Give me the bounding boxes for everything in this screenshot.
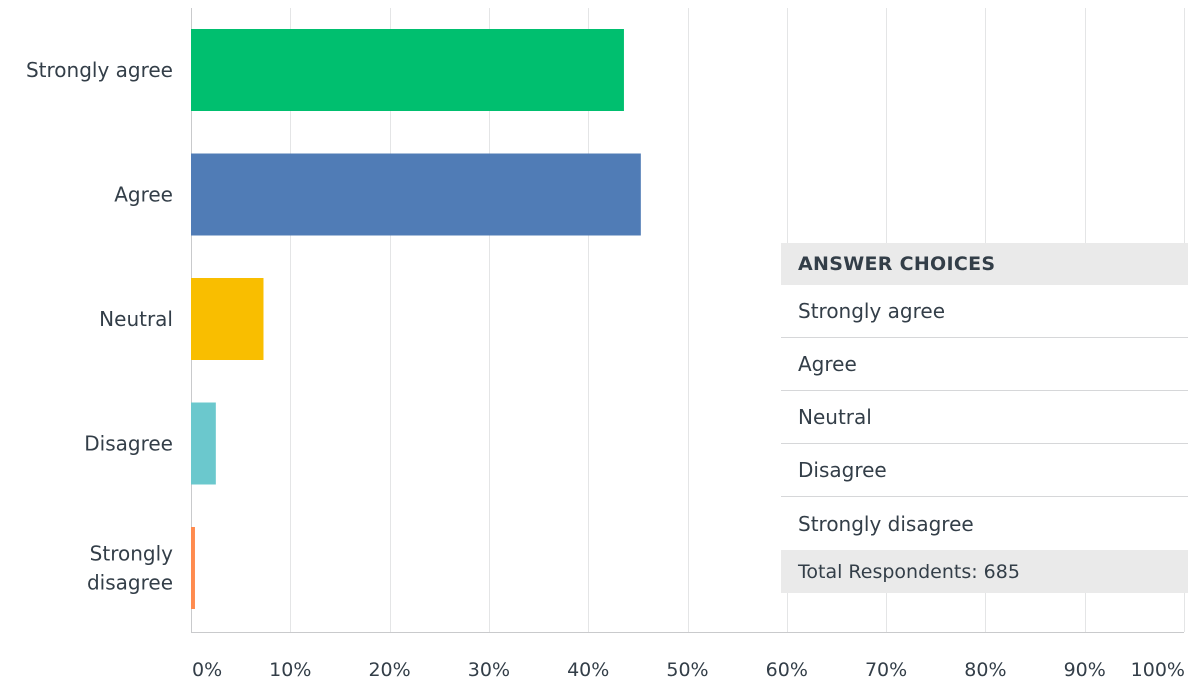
bar-strongly-agree [191,29,624,111]
x-tick-label: 70% [865,659,907,681]
category-label: Strongly agree [26,58,173,82]
total-respondents: Total Respondents: 685 [781,550,1188,593]
x-tick-labels: 0% 10% 20% 30% 40% 50% 60% 70% 80% 90% 100% [192,659,1185,681]
answer-choices-table: ANSWER CHOICES Strongly agree Agree Neut… [781,243,1188,593]
x-tick-label: 10% [269,659,311,681]
bar-disagree [191,402,216,485]
x-tick-label: 60% [766,659,808,681]
answer-row-strongly-disagree: Strongly disagree [798,511,974,536]
answer-row-neutral: Neutral [781,391,1188,444]
x-tick-label: 50% [666,659,708,681]
x-tick-label: 80% [964,659,1006,681]
x-tick-label: 30% [468,659,510,681]
x-tick-label: 0% [192,659,222,681]
answer-row-disagree: Disagree [781,444,1188,497]
category-label: Strongly [90,542,173,566]
x-tick-label: 40% [567,659,609,681]
answer-row-agree: Agree [781,338,1188,391]
category-label: Neutral [99,307,173,331]
answer-choices-header: ANSWER CHOICES [781,243,1188,285]
bar-neutral [191,278,264,360]
x-tick-label: 100% [1131,659,1185,681]
category-labels: Strongly agree Agree Neutral Disagree Strong… [26,58,173,595]
x-tick-label: 20% [368,659,410,681]
x-tick-label: 90% [1064,659,1106,681]
category-label: Agree [114,183,173,207]
bar-strongly-disagree [191,527,195,609]
category-label: disagree [87,571,173,595]
category-label: Disagree [84,432,173,456]
bar-agree [191,153,641,236]
answer-row-strongly-agree: Strongly agree [781,285,1188,338]
bars-group [191,29,641,609]
